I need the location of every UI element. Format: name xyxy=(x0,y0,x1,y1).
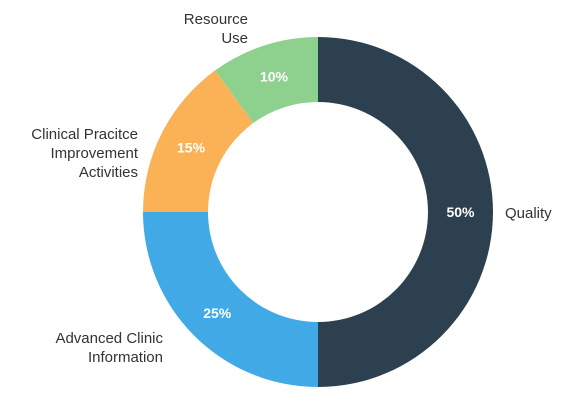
slice-advanced-clinic-information xyxy=(143,212,318,387)
pct-label-clinical-pracitce-improvement-activities: 15% xyxy=(177,139,206,155)
slice-resource-use xyxy=(215,37,318,124)
slice-clinical-pracitce-improvement-activities xyxy=(143,70,254,212)
pct-label-resource-use: 10% xyxy=(260,68,289,84)
donut-slices xyxy=(143,37,493,387)
slice-quality xyxy=(318,37,493,387)
category-label-quality: Quality xyxy=(505,205,552,222)
category-labels: Quality Advanced Clinic Information Clinica… xyxy=(31,11,552,366)
percentage-labels: 50% 25% 15% 10% xyxy=(177,68,475,320)
pct-label-quality: 50% xyxy=(446,204,475,220)
category-label-advanced-clinic-information: Advanced Clinic Information xyxy=(55,330,163,366)
category-label-clinical-pracitce-improvement-activities: Clinical Pracitce Improvement Activities xyxy=(31,126,139,181)
category-label-resource-use: Resource Use xyxy=(184,11,248,47)
pct-label-advanced-clinic-information: 25% xyxy=(203,305,232,321)
